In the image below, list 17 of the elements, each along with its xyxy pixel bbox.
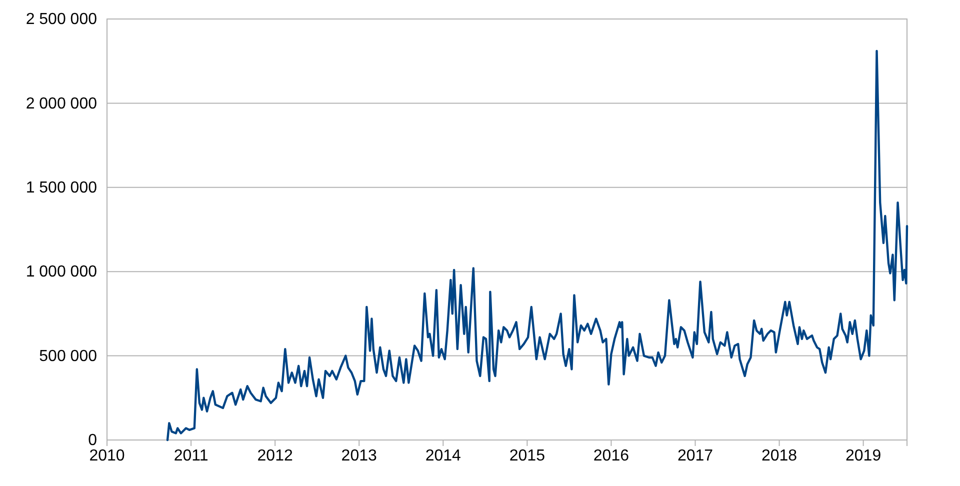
y-tick-label: 1 000 000 — [26, 264, 98, 281]
x-tick-label: 2017 — [677, 447, 714, 464]
x-tick-label: 2012 — [257, 447, 293, 464]
y-tick-label: 1 500 000 — [26, 180, 98, 197]
line-series — [166, 50, 908, 442]
x-tick-label: 2019 — [846, 447, 882, 464]
x-tick-label: 2013 — [341, 447, 377, 464]
x-tick-label: 2018 — [761, 447, 798, 464]
x-tick-label: 2016 — [593, 447, 630, 464]
y-tick-label: 500 000 — [39, 348, 98, 365]
y-tick-label: 2 500 000 — [26, 11, 98, 28]
x-tick-label: 2015 — [509, 447, 546, 464]
y-tick-label: 2 000 000 — [26, 95, 98, 112]
x-tick-label: 2014 — [425, 447, 462, 464]
y-tick-label: 0 — [88, 432, 98, 450]
x-tick-label: 2010 — [89, 447, 125, 464]
x-tick-label: 2011 — [174, 447, 208, 464]
